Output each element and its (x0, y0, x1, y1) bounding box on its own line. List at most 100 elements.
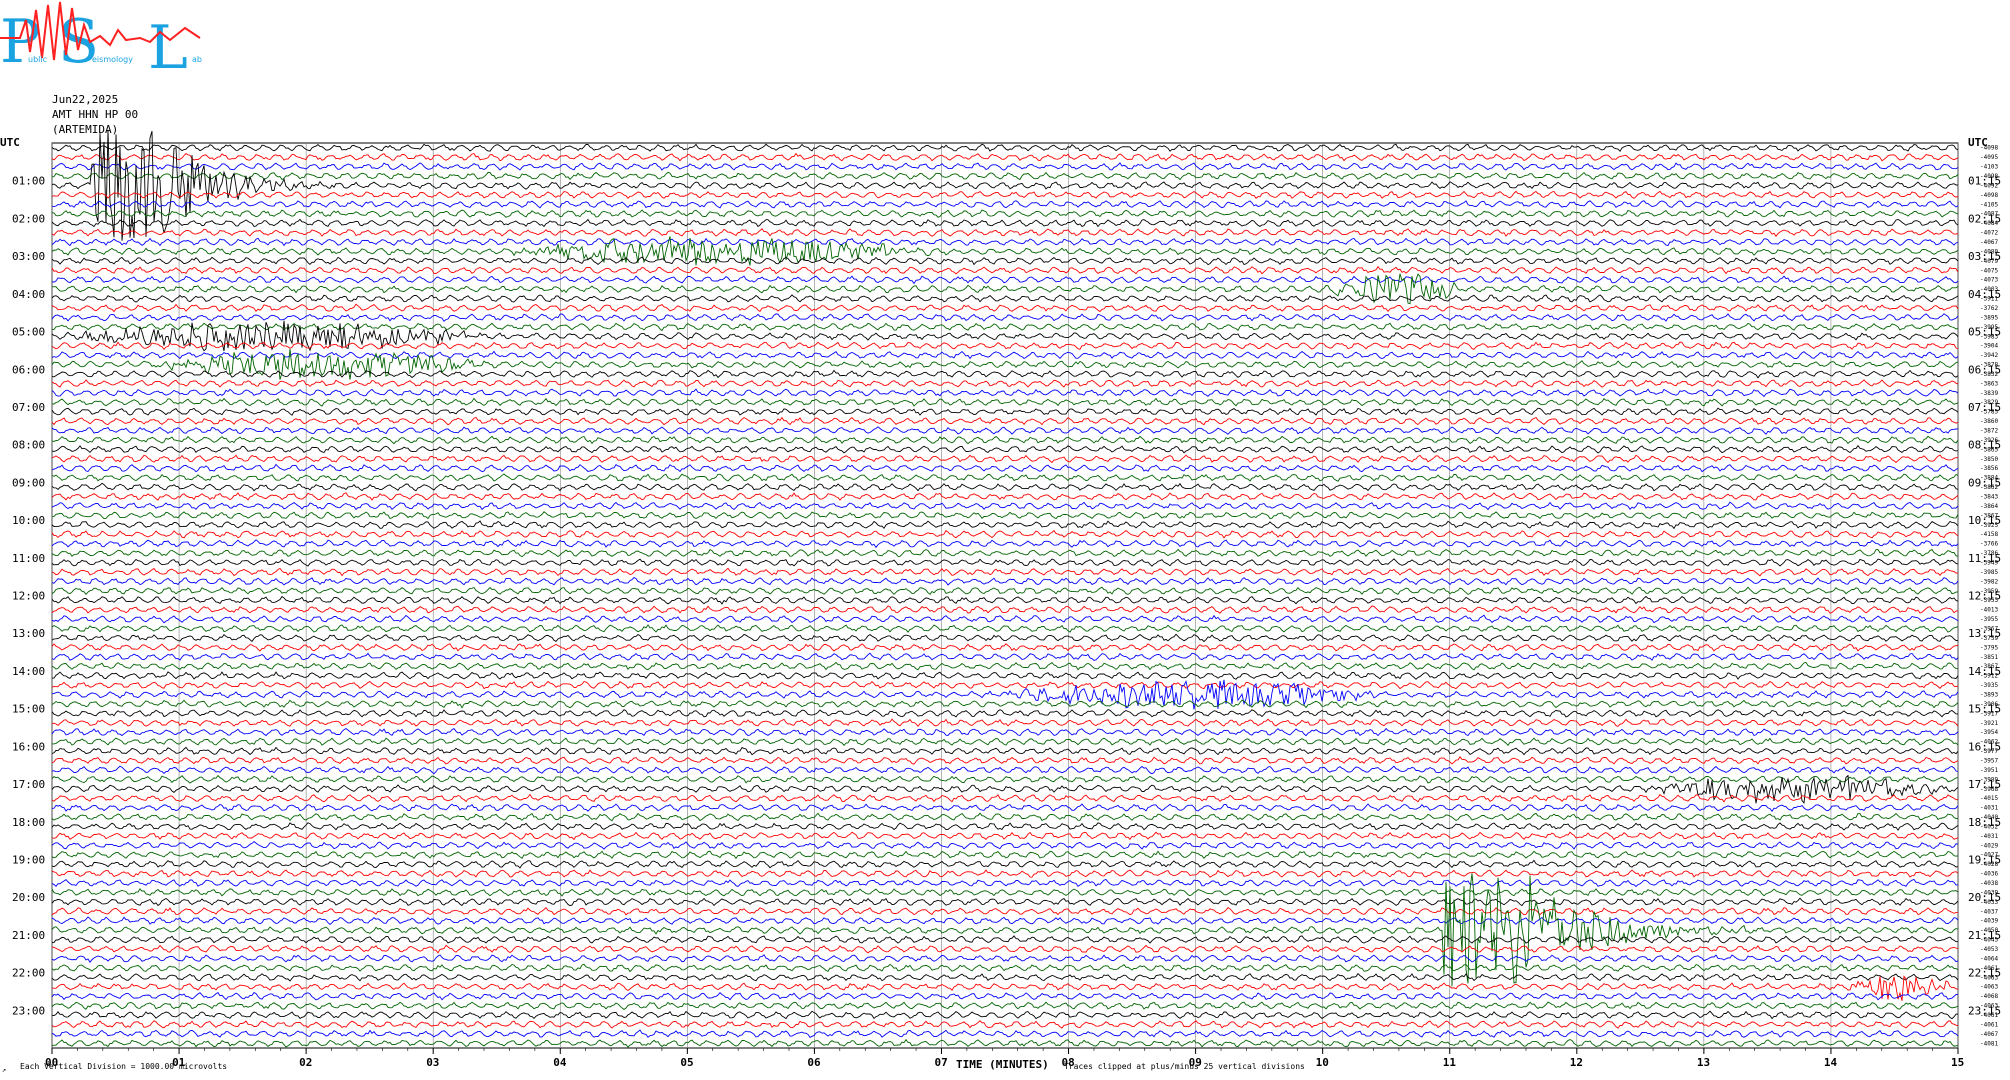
left-hour-label: 02:00 (12, 212, 45, 225)
x-tick-label: 08 (1062, 1056, 1075, 1069)
trace-offset-label: -3839 (1980, 390, 1998, 397)
left-hour-label: 20:00 (12, 891, 45, 904)
trace-offset-label: -4036 (1980, 871, 1998, 878)
right-hour-label: 02:15 (1968, 212, 2001, 225)
trace-line (51, 218, 1959, 228)
right-hour-label: 05:15 (1968, 326, 2001, 339)
trace-line (51, 482, 1959, 492)
trace-line (51, 294, 1959, 303)
trace-offset-label: -3762 (1980, 305, 1998, 312)
trace-line (51, 388, 1959, 398)
right-hour-label: 09:15 (1968, 476, 2001, 489)
trace-line (51, 963, 1959, 973)
trace-line (51, 209, 1959, 218)
trace-offset-label: -4062 (1980, 739, 1998, 746)
right-hour-label: 15:15 (1968, 703, 2001, 716)
trace-offset-label: -3865 (1980, 446, 1998, 453)
trace-offset-label: -3983 (1980, 333, 1998, 340)
trace-line (51, 850, 1959, 860)
trace-offset-label: -4081 (1980, 1040, 1998, 1047)
trace-offset-label: -3893 (1980, 691, 1998, 698)
trace-line (51, 511, 1959, 520)
trace-offset-label: -3867 (1980, 663, 1998, 670)
trace-line (51, 520, 1959, 530)
trace-offset-label: -4064 (1980, 955, 1998, 962)
trace-offset-label: -3955 (1980, 616, 1998, 623)
x-tick-label: 10 (1316, 1056, 1329, 1069)
trace-offset-label: -3895 (1980, 314, 1998, 321)
trace-offset-label: -3863 (1980, 380, 1998, 387)
trace-line (51, 1020, 1959, 1029)
trace-line (51, 577, 1959, 586)
trace-line (51, 831, 1959, 841)
trace-offset-label: -3949 (1980, 560, 1998, 567)
trace-offset-label: -4072 (1980, 230, 1998, 237)
trace-line (51, 322, 1959, 332)
trace-line (51, 643, 1959, 652)
trace-offset-label: -4015 (1980, 795, 1998, 802)
trace-line (51, 586, 1959, 595)
right-hour-label: 12:15 (1968, 590, 2001, 603)
trace-line (51, 935, 1959, 944)
trace-offset-label: -3856 (1980, 465, 1998, 472)
trace-offset-label: -3785 (1980, 409, 1998, 416)
trace-line (51, 624, 1959, 633)
trace-offset-label: -4068 (1980, 993, 1998, 1000)
left-hour-label: 21:00 (12, 929, 45, 942)
trace-offset-label: -3850 (1980, 456, 1998, 463)
logo-letter-p: P (0, 7, 40, 77)
logo-subtitle-right: ab (192, 55, 202, 64)
trace-offset-label: -3851 (1980, 654, 1998, 661)
trace-line (51, 972, 1959, 982)
trace-offset-label: -4063 (1980, 984, 1998, 991)
right-hour-label: 01:15 (1968, 175, 2001, 188)
trace-line (51, 539, 1959, 549)
trace-offset-label: -3872 (1980, 428, 1998, 435)
psl-logo: P S L ublic eismology ab (0, 1, 202, 80)
trace-offset-label: -3995 (1980, 324, 1998, 331)
trace-line (51, 171, 1959, 181)
x-axis-title: TIME (MINUTES) (956, 1058, 1049, 1071)
x-tick-label: 02 (299, 1056, 312, 1069)
station-header: Jun22,2025 AMT HHN HP 00 (ARTEMIDA) (52, 92, 138, 137)
trace-line (52, 671, 1959, 680)
trace-offset-label: -4039 (1980, 918, 1998, 925)
trace-line (51, 718, 1959, 728)
trace-line (51, 661, 1959, 671)
right-hour-label: 23:15 (1968, 1004, 2001, 1017)
trace-offset-label: -4095 (1980, 154, 1998, 161)
trace-offset-label: -4038 (1980, 880, 1998, 887)
right-hour-label: 16:15 (1968, 740, 2001, 753)
trace-offset-label: -3954 (1980, 729, 1998, 736)
trace-offset-label: -4053 (1980, 946, 1998, 953)
trace-offset-label: -4084 (1980, 220, 1998, 227)
trace-line (51, 897, 1959, 907)
trace-offset-label: -4098 (1980, 145, 1998, 152)
x-tick-label: 13 (1697, 1056, 1710, 1069)
trace-offset-label: -3860 (1980, 418, 1998, 425)
trace-offset-label: -3911 (1980, 296, 1998, 303)
left-hour-label: 10:00 (12, 514, 45, 527)
header-name: (ARTEMIDA) (52, 123, 119, 136)
trace-offset-label: -4158 (1980, 531, 1998, 538)
trace-line (51, 888, 1959, 897)
trace-offset-label: -4098 (1980, 173, 1998, 180)
trace-line (51, 379, 1959, 388)
trace-line (51, 275, 1959, 285)
right-hour-label: 14:15 (1968, 665, 2001, 678)
trace-line (51, 303, 1959, 313)
trace-line (51, 558, 1959, 567)
left-hour-label: 07:00 (12, 401, 45, 414)
trace-line (51, 699, 1959, 709)
left-hour-label: 23:00 (12, 1004, 45, 1017)
trace-offset-label: -3759 (1980, 635, 1998, 642)
trace-line (51, 841, 1959, 850)
left-hour-label: 19:00 (12, 853, 45, 866)
trace-line (51, 633, 1959, 643)
trace-offset-label: -4050 (1980, 927, 1998, 934)
trace-line (51, 143, 1959, 153)
logo-letter-l: L (148, 13, 188, 80)
trace-line (51, 463, 1959, 473)
trace-offset-label: -3953 (1980, 597, 1998, 604)
trace-line (51, 492, 1959, 501)
